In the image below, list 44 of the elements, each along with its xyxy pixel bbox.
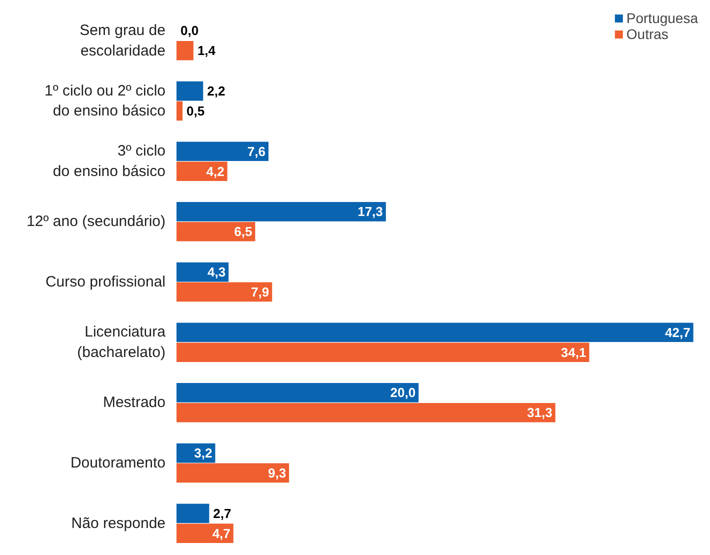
y-tick-label: Mestrado <box>102 394 166 412</box>
bar <box>176 101 183 121</box>
y-tick-label: Não responde <box>71 514 166 532</box>
bar <box>176 342 590 362</box>
data-label: 0,5 <box>186 103 205 118</box>
data-label: 20,0 <box>390 385 416 400</box>
data-label: 0,0 <box>180 23 199 38</box>
y-tick-label: 12º ano (secundário) <box>26 213 166 230</box>
bar <box>176 463 290 483</box>
bar <box>176 81 204 101</box>
legend-label: Portuguesa <box>626 10 698 26</box>
bar <box>176 162 228 181</box>
data-label: 17,3 <box>358 204 383 220</box>
bar <box>176 504 210 524</box>
data-label: 4,2 <box>206 164 224 179</box>
data-label: 2,7 <box>213 506 232 521</box>
data-label: 9,3 <box>268 465 286 480</box>
data-label: 6,5 <box>234 224 252 240</box>
data-label: 7,6 <box>247 144 266 159</box>
y-tick-label: Licenciatura (bacharelato) <box>77 324 166 362</box>
bar <box>176 142 268 162</box>
bar <box>176 202 386 222</box>
y-tick-label: Sem grau de escolaridade <box>80 22 166 60</box>
bar <box>176 322 694 342</box>
y-tick-label: Doutoramento <box>70 454 166 472</box>
data-label: 3,2 <box>194 446 212 461</box>
bar <box>176 524 234 543</box>
y-tick-label: Curso profissional <box>45 274 166 290</box>
data-label: 31,3 <box>527 405 552 420</box>
data-label: 34,1 <box>560 344 586 360</box>
bar <box>176 40 194 60</box>
data-label: 1,4 <box>197 43 216 58</box>
bar <box>176 383 419 402</box>
bar <box>176 222 256 242</box>
legend-label: Outras <box>626 26 668 42</box>
data-label: 42,7 <box>665 324 690 340</box>
data-label: 7,9 <box>251 284 270 300</box>
y-tick-label: 1º ciclo ou 2º ciclo do ensino básico <box>44 82 166 120</box>
y-tick-label: 3º ciclo do ensino básico <box>52 142 166 180</box>
data-label: 4,3 <box>207 264 226 280</box>
data-label: 2,2 <box>207 84 226 99</box>
data-label: 4,7 <box>212 526 230 541</box>
bar <box>176 402 556 422</box>
bar <box>176 282 272 302</box>
